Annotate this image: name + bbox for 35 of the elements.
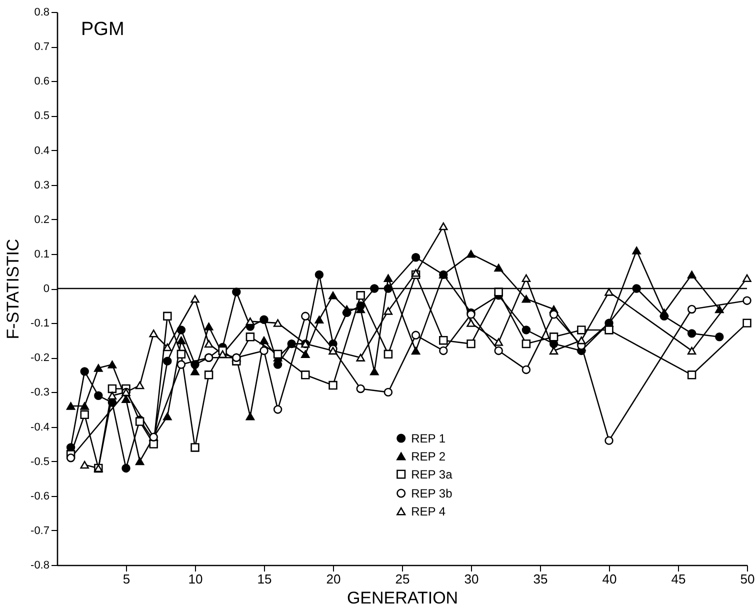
legend-label: REP 3a [411,467,453,482]
y-tick-label: 0.8 [34,6,50,18]
x-tick-label: 20 [326,572,341,586]
y-tick-label: 0.6 [34,76,50,88]
y-tick-label: 0.3 [34,179,50,192]
x-tick-label: 10 [188,572,203,586]
x-tick-label: 5 [122,572,130,586]
y-tick-label: 0.5 [34,110,50,122]
x-tick-label: 35 [533,572,548,586]
y-tick-label: -0.4 [30,421,50,434]
x-tick-label: 50 [740,572,755,586]
legend-label: REP 2 [411,449,446,464]
x-tick-label: 45 [671,572,686,586]
legend-label: REP 1 [411,431,446,446]
y-tick-label: 0.2 [34,214,50,226]
y-tick-label: -0.2 [30,352,50,364]
y-tick-label: 0.7 [34,41,50,54]
y-axis-title: F-STATISTIC [4,238,23,340]
x-tick-label: 15 [257,572,272,586]
y-tick-label: 0.4 [34,144,50,157]
y-tick-label: 0.1 [34,248,50,260]
legend-label: REP 4 [411,504,446,518]
y-tick-label: -0.1 [30,318,50,330]
y-tick-label: -0.6 [30,490,50,502]
x-tick-label: 25 [395,572,410,586]
y-tick-label: -0.8 [30,560,50,572]
legend-label: REP 3b [411,486,453,500]
y-tick-label: 0 [43,283,50,295]
y-tick-label: -0.5 [30,456,50,468]
x-tick-label: 40 [602,572,617,586]
y-tick-label: -0.3 [30,386,50,399]
annotation: PGM [81,19,124,40]
x-axis-title: GENERATION [346,588,458,608]
x-tick-label: 30 [464,572,479,586]
y-tick-label: -0.7 [30,524,50,537]
